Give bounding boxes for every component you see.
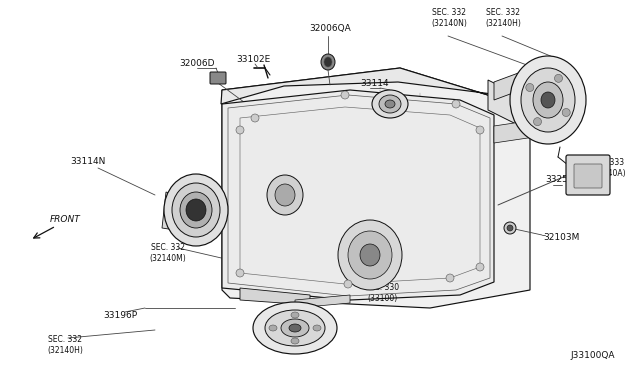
- Text: 33102E: 33102E: [236, 55, 270, 64]
- Ellipse shape: [504, 222, 516, 234]
- Ellipse shape: [533, 82, 563, 118]
- Ellipse shape: [379, 95, 401, 113]
- Text: 33196P: 33196P: [103, 311, 137, 321]
- Ellipse shape: [253, 302, 337, 354]
- Ellipse shape: [476, 126, 484, 134]
- Ellipse shape: [385, 100, 395, 108]
- Polygon shape: [162, 192, 175, 230]
- Ellipse shape: [186, 199, 206, 221]
- Polygon shape: [488, 80, 520, 126]
- Polygon shape: [222, 68, 530, 308]
- Ellipse shape: [452, 100, 460, 108]
- Text: 33105E: 33105E: [281, 324, 315, 333]
- Ellipse shape: [265, 310, 325, 346]
- Ellipse shape: [534, 118, 541, 126]
- Ellipse shape: [236, 269, 244, 277]
- Ellipse shape: [291, 338, 299, 344]
- Ellipse shape: [164, 174, 228, 246]
- Ellipse shape: [526, 83, 534, 92]
- Text: SEC. 330
(33100): SEC. 330 (33100): [365, 283, 399, 303]
- Text: J33100QA: J33100QA: [571, 350, 615, 359]
- Text: SEC. 332
(32140M): SEC. 332 (32140M): [150, 243, 186, 263]
- Text: SEC. 332
(32140H): SEC. 332 (32140H): [47, 335, 83, 355]
- Ellipse shape: [172, 183, 220, 237]
- Text: FRONT: FRONT: [50, 215, 81, 224]
- Ellipse shape: [269, 325, 277, 331]
- Polygon shape: [222, 90, 494, 300]
- Ellipse shape: [338, 220, 402, 290]
- FancyBboxPatch shape: [210, 72, 226, 84]
- Ellipse shape: [554, 74, 563, 82]
- Polygon shape: [295, 295, 350, 308]
- Ellipse shape: [341, 91, 349, 99]
- Text: 32006D: 32006D: [179, 58, 215, 67]
- Ellipse shape: [446, 274, 454, 282]
- Ellipse shape: [562, 109, 570, 116]
- Ellipse shape: [236, 126, 244, 134]
- Ellipse shape: [521, 68, 575, 132]
- Polygon shape: [494, 62, 548, 100]
- Text: SEC. 332
(32140H): SEC. 332 (32140H): [485, 8, 521, 28]
- Ellipse shape: [321, 54, 335, 70]
- Text: 32103M: 32103M: [543, 232, 579, 241]
- Ellipse shape: [313, 325, 321, 331]
- Text: SEC. 332
(32140N): SEC. 332 (32140N): [431, 8, 467, 28]
- Text: 32006QA: 32006QA: [309, 23, 351, 32]
- Polygon shape: [240, 288, 310, 305]
- Ellipse shape: [267, 175, 303, 215]
- Ellipse shape: [510, 56, 586, 144]
- Ellipse shape: [476, 263, 484, 271]
- Ellipse shape: [507, 225, 513, 231]
- Polygon shape: [221, 68, 530, 108]
- Ellipse shape: [281, 319, 309, 337]
- Ellipse shape: [541, 92, 555, 108]
- Text: 33114N: 33114N: [70, 157, 106, 166]
- FancyBboxPatch shape: [566, 155, 610, 195]
- Ellipse shape: [344, 280, 352, 288]
- Ellipse shape: [251, 114, 259, 122]
- Text: 3325BN: 3325BN: [545, 176, 580, 185]
- Text: 33114: 33114: [361, 80, 389, 89]
- Ellipse shape: [291, 312, 299, 318]
- Text: SEC. 333
(33040A): SEC. 333 (33040A): [590, 158, 626, 178]
- Text: 33196P: 33196P: [533, 71, 567, 80]
- Ellipse shape: [289, 324, 301, 332]
- Ellipse shape: [324, 57, 332, 67]
- Ellipse shape: [180, 192, 212, 228]
- Ellipse shape: [360, 244, 380, 266]
- Ellipse shape: [372, 90, 408, 118]
- FancyBboxPatch shape: [574, 164, 602, 188]
- Ellipse shape: [275, 184, 295, 206]
- Ellipse shape: [348, 231, 392, 279]
- Polygon shape: [494, 118, 548, 143]
